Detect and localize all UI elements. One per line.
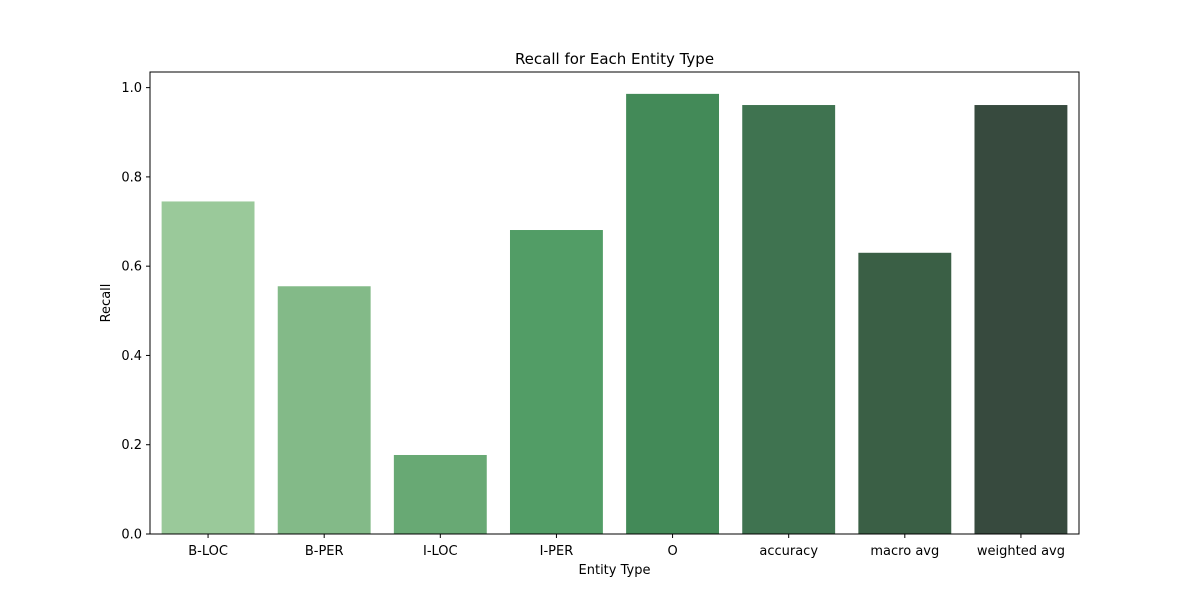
bar-weighted-avg	[974, 105, 1068, 534]
y-tick-label: 0.2	[121, 438, 142, 453]
x-tick-label: macro avg	[870, 544, 939, 559]
bar-i-per	[509, 230, 603, 534]
bar-o	[626, 93, 720, 534]
chart-title: Recall for Each Entity Type	[515, 50, 714, 68]
x-tick-label: O	[667, 544, 677, 559]
bars	[161, 93, 1068, 535]
bar-i-loc	[393, 454, 487, 534]
y-axis-title: Recall	[99, 284, 114, 323]
y-tick-label: 0.8	[121, 170, 142, 185]
bar-b-loc	[161, 201, 255, 534]
plot-frame	[149, 71, 1080, 535]
x-tick-label: accuracy	[759, 544, 818, 559]
y-tick-label: 0.0	[121, 528, 142, 543]
y-axis-ticks: 0.0 0.2 0.4 0.6 0.8 1.0	[121, 81, 150, 543]
x-tick-label: I-LOC	[423, 544, 458, 559]
x-tick-label: B-PER	[305, 544, 344, 559]
x-axis-title: Entity Type	[579, 563, 651, 578]
x-tick-label: I-PER	[540, 544, 574, 559]
x-tick-label: B-LOC	[188, 544, 228, 559]
bar-b-per	[277, 286, 371, 534]
bar-accuracy	[742, 105, 836, 534]
x-tick-label: weighted avg	[977, 544, 1065, 559]
y-tick-label: 1.0	[121, 81, 142, 96]
y-tick-label: 0.6	[121, 260, 142, 275]
y-tick-label: 0.4	[121, 349, 142, 364]
bar-macro-avg	[858, 252, 952, 535]
